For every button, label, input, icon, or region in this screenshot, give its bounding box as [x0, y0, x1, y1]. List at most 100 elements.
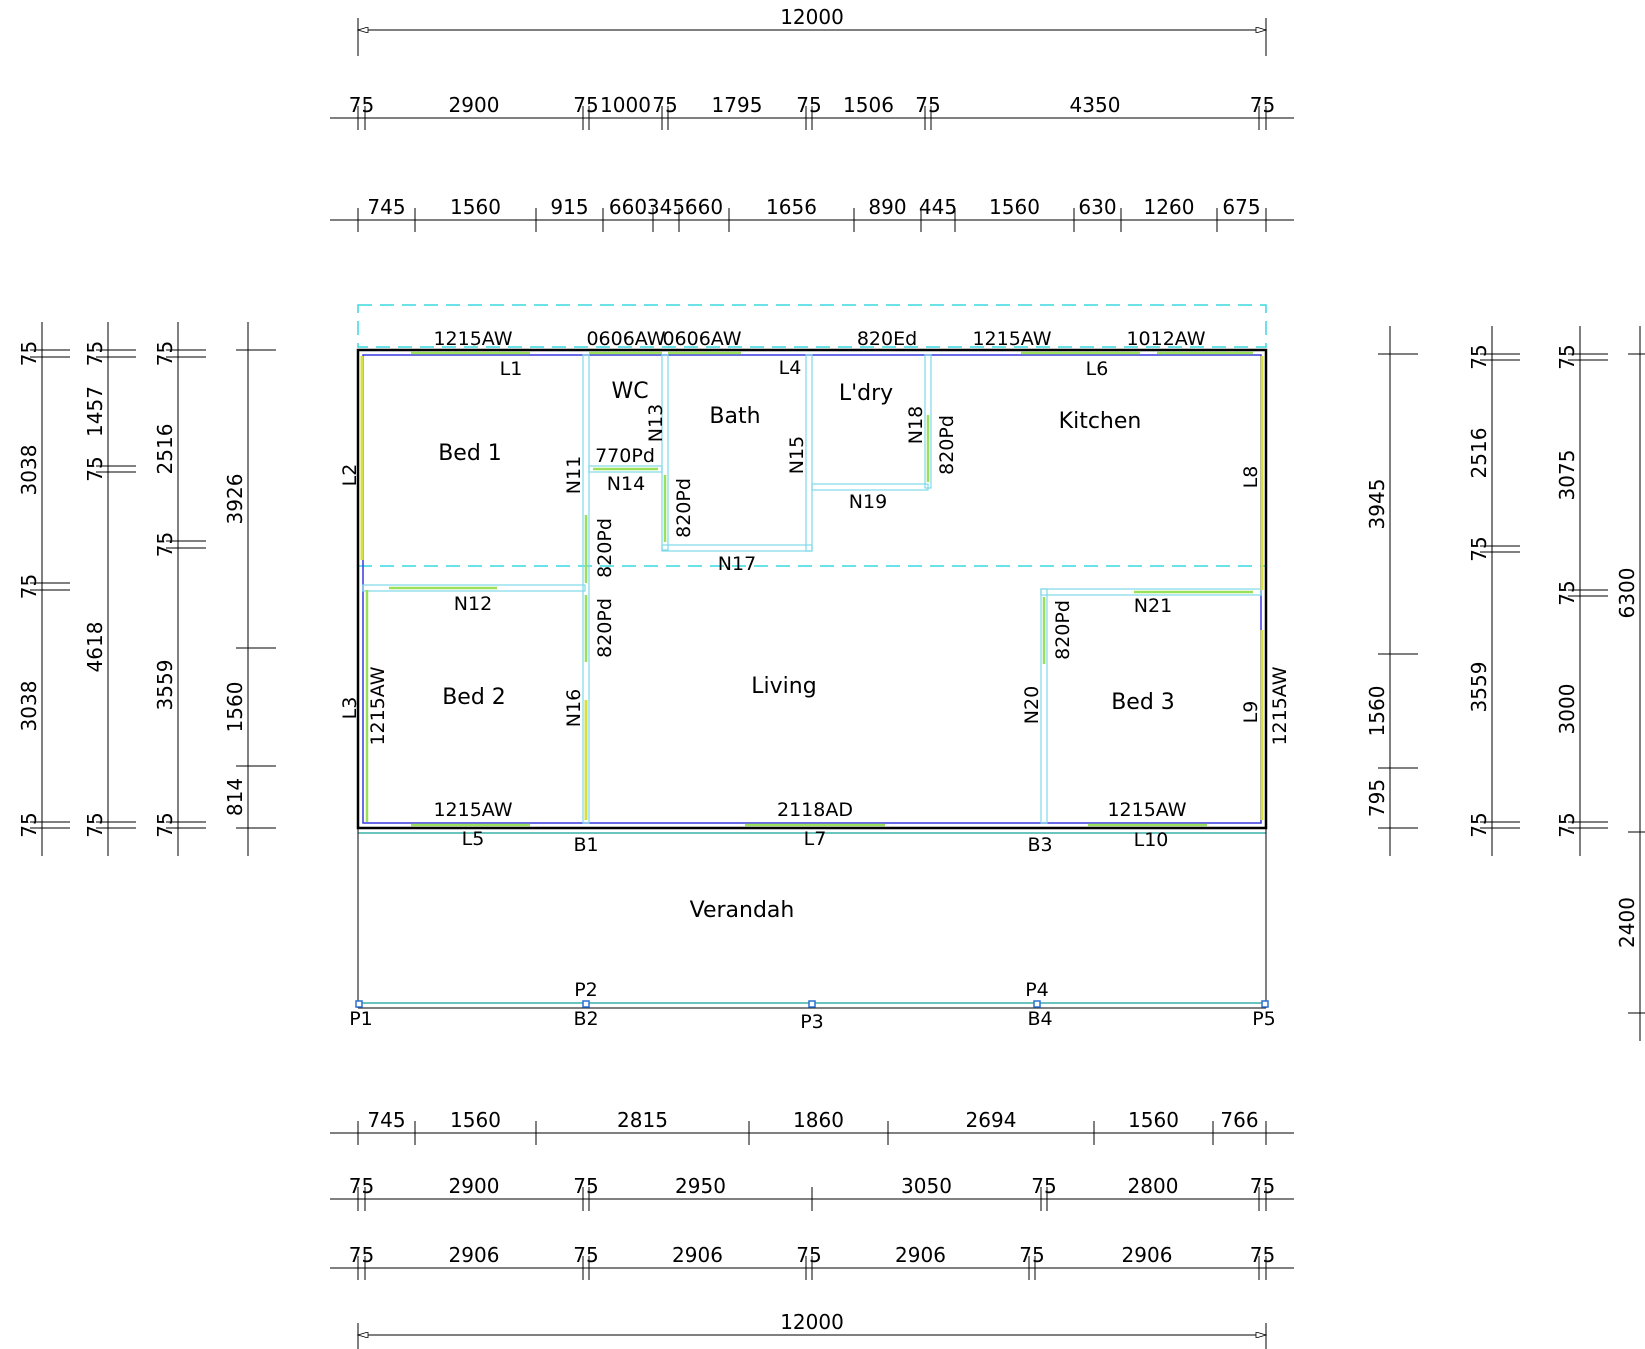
- post-label: B4: [1027, 1008, 1052, 1030]
- wall-label: L3: [339, 697, 361, 720]
- dimension-label: 75: [1031, 1174, 1056, 1198]
- dimension-label: 75: [83, 812, 107, 837]
- room-living: Living: [751, 674, 816, 699]
- wall-label: N11: [563, 456, 585, 494]
- room-bath: Bath: [709, 404, 760, 429]
- wall-label: L6: [1086, 358, 1109, 380]
- dimension-label: 1260: [1144, 195, 1195, 219]
- verandah-posts: [355, 1000, 1269, 1008]
- wall-label: L1: [500, 358, 523, 380]
- dimension-row-top-2: 745 1560 915 660 345 660 1656 890 445 1560 630 1260…: [330, 195, 1294, 232]
- dimension-label: 75: [573, 1174, 598, 1198]
- dimension-label: 2800: [1128, 1174, 1179, 1198]
- dimension-label: 445: [919, 195, 957, 219]
- dimension-label: 75: [796, 1243, 821, 1267]
- dimension-label: 75: [1555, 580, 1579, 605]
- dimension-label: 2906: [672, 1243, 723, 1267]
- dimension-label: 2906: [895, 1243, 946, 1267]
- wall-label: L2: [339, 464, 361, 487]
- wall-label: N18: [905, 406, 927, 444]
- wall-label: N20: [1021, 686, 1043, 724]
- dimension-label: 2516: [153, 424, 177, 475]
- label-window: 1215AW: [433, 799, 512, 821]
- dimension-label: 6300: [1615, 568, 1639, 619]
- label-door: 820Pd: [1052, 600, 1074, 660]
- dimension-label: 2900: [449, 93, 500, 117]
- dimension-label: 1000: [600, 93, 651, 117]
- dimension-label: 2516: [1467, 428, 1491, 479]
- dimension-label: 1656: [766, 195, 817, 219]
- dimension-row-bottom-3: 75 2906 75 2906 75 2906 75 2906 75: [330, 1243, 1294, 1280]
- dimension-label: 75: [1555, 812, 1579, 837]
- dimension-col-left-2: 75 1457 75 4618 75: [83, 322, 136, 856]
- room-kitchen: Kitchen: [1059, 409, 1142, 434]
- dimension-label: 1560: [450, 195, 501, 219]
- label-door: 2118AD: [777, 799, 853, 821]
- post-labels: P1 P2 P3 P4 P5 B1 B2 B3 B4: [349, 834, 1276, 1033]
- wall-n13: [661, 354, 669, 551]
- dimension-label: 75: [83, 456, 107, 481]
- dimension-label: 1560: [450, 1108, 501, 1132]
- post-label: B2: [573, 1008, 598, 1030]
- wall-label: L9: [1240, 701, 1262, 724]
- label-door: 820Pd: [594, 518, 616, 578]
- dimension-label: 3075: [1555, 450, 1579, 501]
- dimension-label: 75: [349, 93, 374, 117]
- dimension-label: 3050: [901, 1174, 952, 1198]
- dimension-label: 814: [223, 778, 247, 816]
- dimension-label: 75: [17, 812, 41, 837]
- dimension-label: 2950: [675, 1174, 726, 1198]
- post-label: P1: [349, 1008, 373, 1030]
- wall-label: N17: [718, 553, 756, 575]
- wall-n19: [811, 483, 929, 491]
- room-bed3: Bed 3: [1111, 690, 1175, 715]
- dimension-label: 2400: [1615, 897, 1639, 948]
- wall-label: N14: [607, 473, 645, 495]
- dimension-label: 1560: [1365, 686, 1389, 737]
- dimension-label: 675: [1222, 195, 1260, 219]
- dimension-label: 75: [349, 1243, 374, 1267]
- dimension-col-right-4: 6300 2400: [1615, 326, 1645, 1041]
- post-p3: [808, 1000, 816, 1008]
- dimension-label: 745: [367, 1108, 405, 1132]
- dimension-label: 1560: [989, 195, 1040, 219]
- dimension-label: 4350: [1070, 93, 1121, 117]
- dimension-row-bottom-2: 75 2900 75 2950 3050 75 2800 75: [330, 1174, 1294, 1211]
- label-window: 1215AW: [1269, 666, 1291, 745]
- dimension-label: 75: [153, 532, 177, 557]
- dimension-label: 2906: [1122, 1243, 1173, 1267]
- dimension-overall-top: 12000: [358, 5, 1266, 56]
- dimension-label: 75: [1467, 812, 1491, 837]
- post-p1: [355, 1000, 363, 1008]
- wall-label: N16: [563, 689, 585, 727]
- wall-n17: [661, 544, 813, 552]
- dimension-row-bottom-1: 745 1560 2815 1860 2694 1560 766: [330, 1108, 1294, 1145]
- post-label: P3: [800, 1011, 824, 1033]
- dimension-label: 75: [17, 341, 41, 366]
- label-door: 820Pd: [936, 415, 958, 475]
- dimension-row-top-1: 75 2900 75 1000 75 1795 75 1506 75 4350 75: [330, 93, 1294, 130]
- dimension-label: 2815: [617, 1108, 668, 1132]
- dimension-label: 75: [1555, 344, 1579, 369]
- dimension-label: 75: [1467, 536, 1491, 561]
- post-p4: [1033, 1000, 1041, 1008]
- dimension-label: 3038: [17, 445, 41, 496]
- dimension-label: 795: [1365, 779, 1389, 817]
- wall-label: L4: [779, 357, 802, 379]
- dimension-label: 75: [915, 93, 940, 117]
- external-wall: [356, 348, 1268, 830]
- label-window: 1215AW: [1107, 799, 1186, 821]
- dimension-label: 1560: [1128, 1108, 1179, 1132]
- dimension-label: 75: [1019, 1243, 1044, 1267]
- wall-n15: [805, 354, 813, 552]
- dimension-label: 75: [652, 93, 677, 117]
- dimension-label: 1506: [843, 93, 894, 117]
- dimension-label: 3559: [153, 660, 177, 711]
- wall-n11-n16: [582, 354, 590, 824]
- post-p5: [1261, 1000, 1269, 1008]
- dimension-col-left-1: 75 3038 75 3038 75: [17, 322, 70, 856]
- wall-labels: L1 L2 L3 L4 L5 L6 L7 L8 L9 L10 N11 N12 N…: [339, 357, 1262, 851]
- dimension-label: 1457: [83, 386, 107, 437]
- dimension-label: 75: [796, 93, 821, 117]
